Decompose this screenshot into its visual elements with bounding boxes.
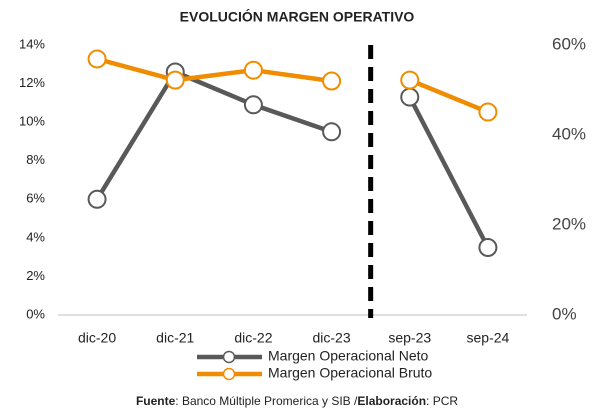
- y-tick-label: 14%: [19, 36, 45, 51]
- x-tick-label: dic-20: [78, 330, 116, 346]
- source-note: Fuente: Banco Múltiple Promerica y SIB /…: [136, 394, 458, 408]
- x-tick-label: sep-24: [467, 330, 510, 346]
- y2-tick-label: 60%: [552, 34, 586, 53]
- data-point: [400, 87, 420, 107]
- data-point: [322, 71, 342, 91]
- data-point: [165, 70, 185, 90]
- legend-marker: [222, 367, 236, 381]
- x-tick-label: sep-23: [388, 330, 431, 346]
- x-tick-label: dic-22: [234, 330, 272, 346]
- source-part: : Banco Múltiple Promerica y SIB /: [175, 394, 358, 408]
- series-line: [408, 78, 489, 115]
- source-part: Elaboración: [357, 394, 426, 408]
- y2-tick-label: 40%: [552, 124, 586, 143]
- y-tick-label: 8%: [26, 152, 45, 167]
- series-line: [407, 96, 490, 249]
- y-tick-label: 0%: [26, 306, 45, 321]
- data-point: [478, 238, 498, 257]
- data-point: [243, 95, 263, 115]
- data-point: [322, 122, 342, 142]
- source-part: : PCR: [426, 394, 458, 408]
- y-tick-label: 4%: [26, 229, 45, 244]
- y-tick-label: 2%: [26, 268, 45, 283]
- x-tick-label: dic-21: [156, 330, 194, 346]
- legend-label: Margen Operacional Bruto: [268, 365, 432, 381]
- data-point: [243, 60, 263, 80]
- series-line: [95, 69, 333, 201]
- legend-marker: [222, 350, 236, 364]
- data-point: [87, 189, 107, 209]
- x-tick-label: dic-23: [313, 330, 351, 346]
- y-tick-label: 6%: [26, 191, 45, 206]
- y-tick-label: 12%: [19, 75, 45, 90]
- source-part: Fuente: [136, 394, 176, 408]
- data-point: [87, 49, 107, 69]
- legend-label: Margen Operacional Neto: [268, 348, 429, 364]
- data-point: [478, 102, 498, 122]
- series-line: [96, 56, 332, 84]
- y2-tick-label: 0%: [552, 304, 577, 323]
- data-point: [400, 70, 420, 90]
- chart-title: EVOLUCIÓN MARGEN OPERATIVO: [180, 8, 415, 25]
- y-tick-label: 10%: [19, 114, 45, 129]
- y2-tick-label: 20%: [552, 214, 586, 233]
